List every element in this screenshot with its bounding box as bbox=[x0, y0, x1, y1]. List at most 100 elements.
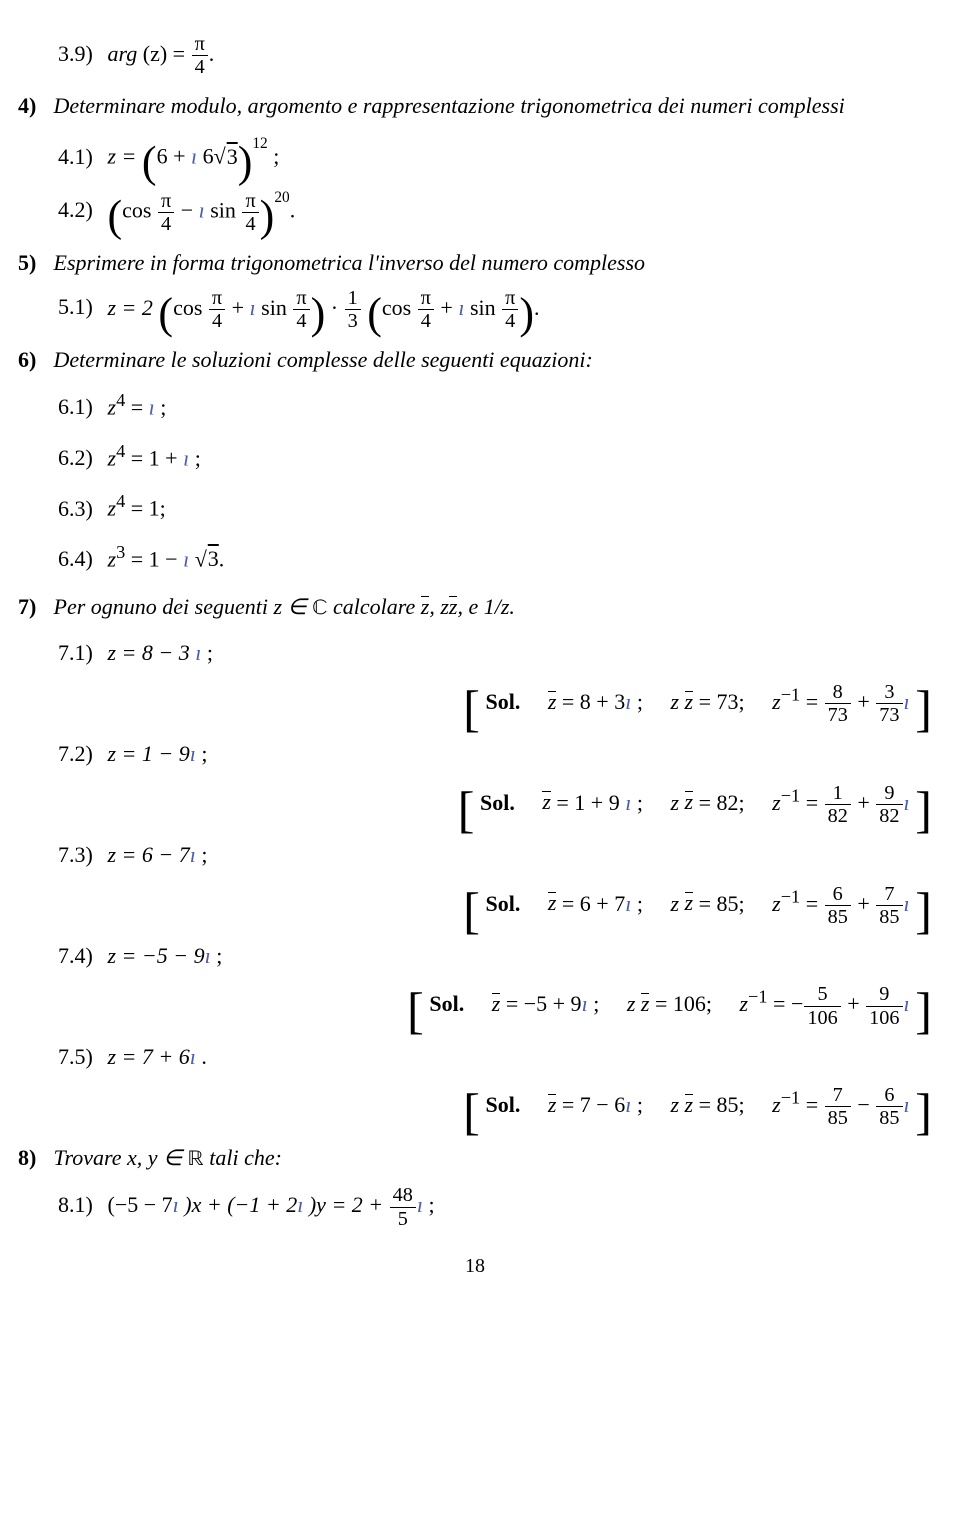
item-7-5: 7.5) z = 7 + 6ı . bbox=[58, 1038, 932, 1075]
math-text: z = 6 − 7 bbox=[108, 842, 190, 867]
fraction: π4 bbox=[209, 288, 225, 331]
math-text: + bbox=[435, 294, 458, 319]
item-number: 3.9) bbox=[58, 35, 102, 72]
punct: ; bbox=[211, 943, 223, 968]
problem-number: 7) bbox=[18, 592, 48, 622]
problem-text: calcolare bbox=[327, 594, 420, 619]
math-text: = 1 + 9 bbox=[551, 789, 625, 814]
solution-label: Sol. bbox=[485, 1092, 520, 1117]
paren-right: ) bbox=[238, 138, 253, 187]
math-text: = 85; bbox=[693, 890, 745, 915]
math-text: = 1 + bbox=[125, 445, 183, 470]
item-number: 7.2) bbox=[58, 735, 102, 772]
item-4-1: 4.1) z = (6 + ı 6√3)12 ; bbox=[58, 131, 932, 175]
punct: . bbox=[219, 546, 225, 571]
item-number: 7.4) bbox=[58, 937, 102, 974]
paren-left: ( bbox=[158, 289, 173, 338]
solution-label: Sol. bbox=[480, 789, 515, 814]
paren-right: ) bbox=[260, 192, 275, 241]
punct: ; bbox=[423, 1192, 435, 1217]
item-4-2: 4.2) (cos π4 − ı sin π4)20. bbox=[58, 185, 932, 234]
math-text: )y = 2 + bbox=[303, 1192, 388, 1217]
fraction: 373 bbox=[876, 682, 902, 725]
solution-label: Sol. bbox=[485, 689, 520, 714]
bracket-left: [ bbox=[407, 983, 424, 1039]
punct: ; bbox=[588, 991, 600, 1016]
item-number: 7.1) bbox=[58, 634, 102, 671]
math-text: z bbox=[627, 991, 641, 1016]
z-conjugate: z bbox=[685, 1094, 694, 1115]
math-text: z bbox=[670, 789, 684, 814]
exponent: −1 bbox=[781, 684, 801, 704]
item-number: 6.2) bbox=[58, 439, 102, 476]
math-text: z bbox=[108, 445, 117, 470]
solution-7-2: [ Sol. z = 1 + 9 ı ; z z = 82; z−1 = 182… bbox=[18, 783, 932, 826]
bracket-left: [ bbox=[458, 781, 475, 837]
item-6-1: 6.1) z4 = ı ; bbox=[58, 385, 932, 426]
math-text: = −5 + 9 bbox=[500, 991, 581, 1016]
fraction: 785 bbox=[825, 1085, 851, 1128]
exponent: 3 bbox=[116, 542, 125, 562]
bracket-right: ] bbox=[915, 1084, 932, 1140]
math-text: z = bbox=[108, 144, 142, 169]
fraction: 182 bbox=[825, 783, 851, 826]
math-text: cos bbox=[122, 197, 157, 222]
item-7-2: 7.2) z = 1 − 9ı ; bbox=[58, 735, 932, 772]
item-number: 8.1) bbox=[58, 1186, 102, 1223]
math-text: )x + (−1 + 2 bbox=[179, 1192, 297, 1217]
math-text: = bbox=[800, 689, 823, 714]
math-text: − bbox=[175, 197, 198, 222]
item-number: 4.1) bbox=[58, 138, 102, 175]
sqrt-arg: 3 bbox=[226, 144, 238, 169]
math-text: = bbox=[800, 1092, 823, 1117]
math-text: z bbox=[670, 1092, 684, 1117]
item-6-2: 6.2) z4 = 1 + ı ; bbox=[58, 436, 932, 477]
punct: . bbox=[209, 41, 215, 66]
problem-text: Determinare le soluzioni complesse delle… bbox=[54, 347, 593, 372]
math-text: + bbox=[852, 890, 875, 915]
bracket-left: [ bbox=[463, 1084, 480, 1140]
problem-text: Trovare x, y ∈ bbox=[54, 1145, 188, 1170]
math-text: − bbox=[852, 1092, 875, 1117]
item-number: 6.4) bbox=[58, 540, 102, 577]
item-5-1: 5.1) z = 2 (cos π4 + ı sin π4) · 13 (cos… bbox=[58, 288, 932, 331]
fraction: π4 bbox=[192, 34, 208, 77]
math-text: = 85; bbox=[693, 1092, 745, 1117]
exponent: −1 bbox=[781, 1088, 801, 1108]
punct: ; bbox=[155, 394, 167, 419]
exponent: −1 bbox=[748, 987, 768, 1007]
z-conjugate: z bbox=[542, 791, 551, 812]
problem-number: 5) bbox=[18, 248, 48, 278]
item-number: 4.2) bbox=[58, 191, 102, 228]
bracket-left: [ bbox=[463, 882, 480, 938]
item-number: 6.1) bbox=[58, 388, 102, 425]
problem-text: Determinare modulo, argomento e rapprese… bbox=[54, 93, 845, 118]
solution-7-4: [ Sol. z = −5 + 9ı ; z z = 106; z−1 = −5… bbox=[18, 984, 932, 1027]
math-text: z = 7 + 6 bbox=[108, 1044, 190, 1069]
sqrt-sign: √ bbox=[195, 546, 207, 571]
math-text: z bbox=[108, 546, 117, 571]
paren-left: ( bbox=[108, 192, 123, 241]
problem-text: Per ognuno dei seguenti z ∈ bbox=[54, 594, 313, 619]
math-text: z = 1 − 9 bbox=[108, 741, 190, 766]
problem-text: , e 1/z. bbox=[457, 594, 514, 619]
math-text: sin bbox=[464, 294, 501, 319]
math-text: arg bbox=[108, 41, 138, 66]
math-text: z bbox=[108, 496, 117, 521]
math-text: z bbox=[108, 394, 117, 419]
item-6-3: 6.3) z4 = 1; bbox=[58, 486, 932, 527]
imaginary-i: ı bbox=[904, 1092, 910, 1117]
math-text: + bbox=[852, 789, 875, 814]
math-text: z bbox=[739, 991, 748, 1016]
item-6-4: 6.4) z3 = 1 − ı √3. bbox=[58, 537, 932, 578]
solution-label: Sol. bbox=[429, 991, 464, 1016]
fraction: π4 bbox=[158, 191, 174, 234]
fraction: 873 bbox=[825, 682, 851, 725]
math-text: = 82; bbox=[693, 789, 745, 814]
math-text: = bbox=[800, 789, 823, 814]
math-text: z = 8 − 3 bbox=[108, 640, 196, 665]
math-text: = bbox=[800, 890, 823, 915]
math-text: = 106; bbox=[649, 991, 712, 1016]
math-text: = 8 + 3 bbox=[556, 689, 625, 714]
exponent: 12 bbox=[252, 135, 267, 152]
